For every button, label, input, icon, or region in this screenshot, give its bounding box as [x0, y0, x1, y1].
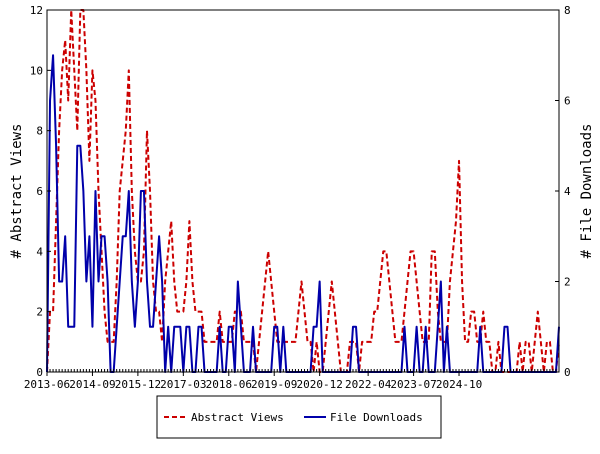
x-tick-label: 2020-12 — [296, 378, 342, 391]
axis-ticks: 0 2 4 6 8 10 12 0 2 4 6 8 2013-06 2014-09 2015-12 2017-… — [24, 4, 571, 391]
x-tick-label: 2015-12 — [115, 378, 161, 391]
x-tick-label: 2014-09 — [69, 378, 115, 391]
y-axis-left-title: # Abstract Views — [9, 124, 25, 259]
legend-box — [156, 395, 442, 439]
y-left-tick-label: 2 — [36, 306, 43, 319]
legend-label-file-downloads: File Downloads — [330, 411, 423, 424]
x-tick-label: 2022-04 — [345, 378, 392, 391]
y-left-tick-label: 8 — [36, 125, 43, 138]
x-tick-label: 2013-06 — [24, 378, 70, 391]
y-right-tick-label: 2 — [564, 276, 571, 289]
y-left-tick-label: 10 — [30, 64, 43, 77]
legend-label-abstract-views: Abstract Views — [191, 411, 284, 424]
y-left-tick-label: 12 — [30, 4, 43, 17]
y-right-tick-label: 8 — [564, 4, 571, 17]
y-axis-right-title: # File Downloads — [579, 124, 595, 259]
x-tick-label: 2023-07 — [390, 378, 436, 391]
x-tick-label: 2018-06 — [206, 378, 252, 391]
x-tick-label: 2019-09 — [251, 378, 297, 391]
plot-lines — [46, 9, 560, 373]
y-right-tick-label: 4 — [564, 185, 571, 198]
y-left-tick-label: 6 — [36, 185, 43, 198]
y-left-tick-label: 4 — [36, 245, 43, 258]
y-left-tick-label: 0 — [36, 366, 43, 379]
series-line-abstract-views — [46, 9, 560, 373]
series-line-file-downloads — [46, 54, 560, 373]
y-right-tick-label: 0 — [564, 366, 571, 379]
x-tick-label: 2024-10 — [436, 378, 482, 391]
y-right-tick-label: 6 — [564, 95, 571, 108]
legend: Abstract Views File Downloads — [156, 395, 442, 439]
x-tick-label: 2017-03 — [160, 378, 206, 391]
